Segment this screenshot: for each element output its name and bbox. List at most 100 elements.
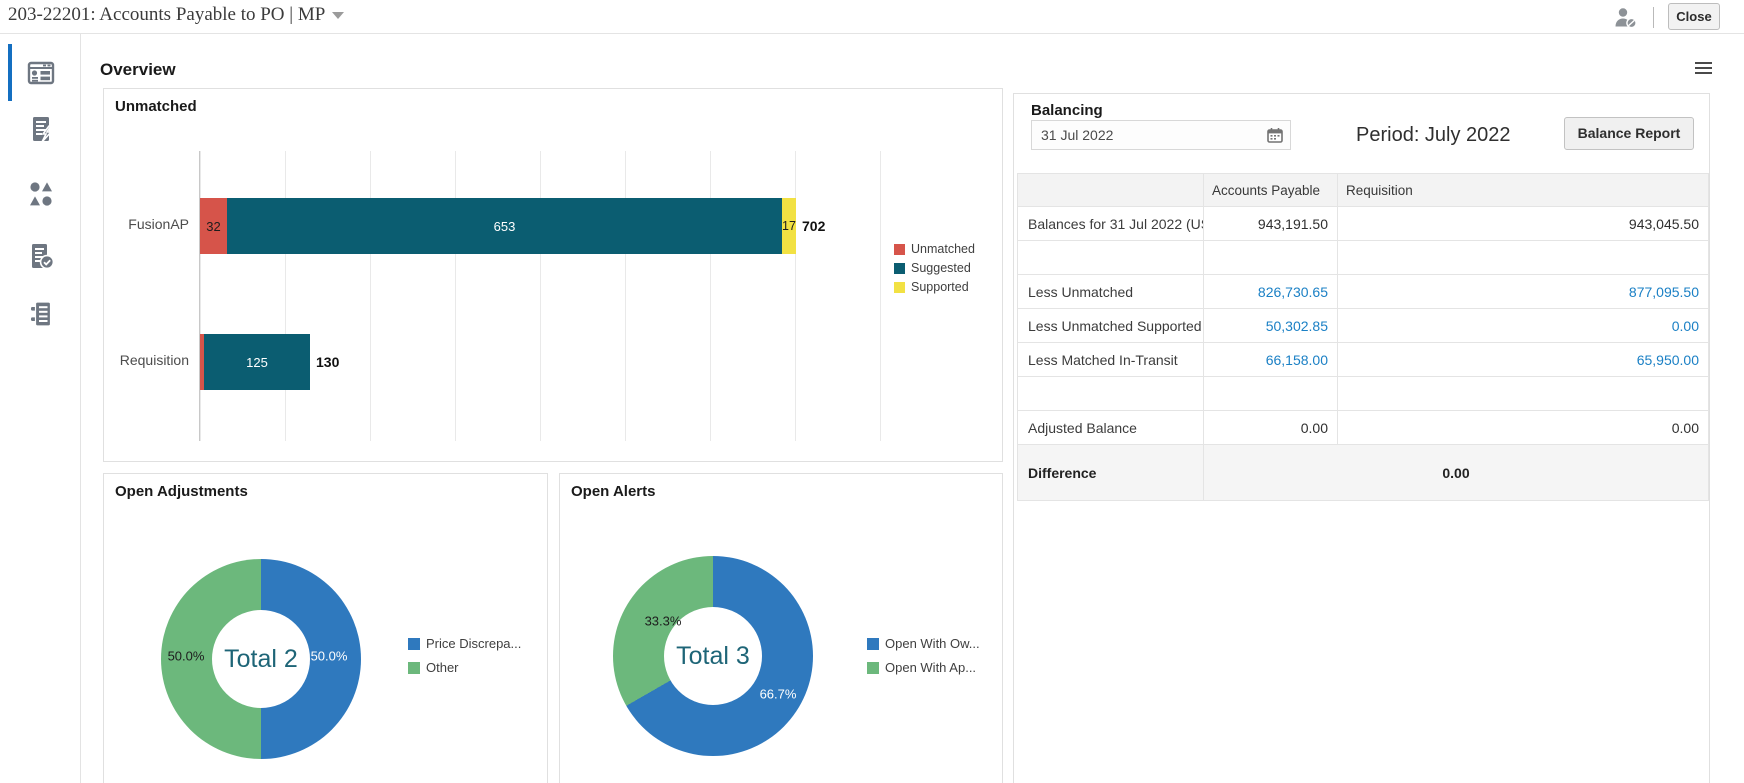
legend-swatch-green (867, 661, 879, 674)
legend-label: Open With Ap... (885, 660, 977, 675)
open-adjustments-legend: Price Discrepa... Other (408, 636, 521, 684)
balance-date-input[interactable] (1031, 120, 1291, 150)
legend-item-open-with-owner: Open With Ow... (867, 636, 980, 651)
user-restricted-icon[interactable] (1613, 6, 1639, 30)
unmatched-card: Unmatched 32 653 17 702 125 130 FusionAP… (103, 88, 1003, 462)
row-label: Less Unmatched (1017, 274, 1204, 309)
open-alerts-legend: Open With Ow... Open With Ap... (867, 636, 980, 684)
legend-item-other: Other (408, 660, 521, 675)
slice-label-open-with-approver: 33.3% (644, 613, 682, 629)
legend-swatch-blue (867, 637, 879, 650)
bar-total-requisition: 130 (316, 354, 340, 370)
header-accounts-payable: Accounts Payable (1203, 173, 1338, 207)
dashboard-overview-icon[interactable] (25, 57, 57, 89)
ap-value-link[interactable]: 826,730.65 (1203, 274, 1338, 309)
legend-item-supported: Supported (894, 280, 1004, 294)
calendar-icon[interactable] (1267, 127, 1283, 143)
table-row-balances: Balances for 31 Jul 2022 (USD) 943,191.5… (1017, 206, 1709, 241)
row-label (1017, 240, 1204, 275)
ap-value (1203, 240, 1338, 275)
segment-value: 653 (493, 218, 516, 234)
table-row-adjusted-balance: Adjusted Balance 0.00 0.00 (1017, 410, 1709, 445)
overview-menu-icon[interactable] (1695, 62, 1712, 75)
document-lightning-icon[interactable] (25, 113, 57, 145)
donut-center: Total 3 (664, 607, 762, 705)
legend-swatch-red (894, 243, 905, 255)
req-value: 0.00 (1337, 410, 1709, 445)
slice-label-price-discrepancy: 50.0% (310, 648, 348, 664)
table-header-row: Accounts Payable Requisition (1017, 173, 1709, 207)
bar-segment-unmatched[interactable]: 32 (200, 198, 227, 254)
req-value (1337, 240, 1709, 275)
row-label: Adjusted Balance (1017, 410, 1204, 445)
journal-list-icon[interactable] (25, 298, 57, 330)
bar-fusionap: 32 653 17 (200, 198, 796, 254)
req-value-link[interactable]: 877,095.50 (1337, 274, 1709, 309)
ap-value: 0.00 (1203, 410, 1338, 445)
reconciliation-title[interactable]: 203-22201: Accounts Payable to PO | MP (8, 4, 345, 26)
balance-report-button[interactable]: Balance Report (1564, 117, 1694, 150)
header-empty (1017, 173, 1204, 207)
ap-value-link[interactable]: 66,158.00 (1203, 342, 1338, 377)
category-label-fusionap: FusionAP (128, 216, 189, 232)
legend-label: Unmatched (911, 242, 975, 256)
open-alerts-donut[interactable]: Total 3 33.3% 66.7% (613, 556, 813, 756)
table-row-empty (1017, 240, 1709, 275)
period-label: Period: July 2022 (1356, 124, 1511, 146)
row-label (1017, 376, 1204, 411)
row-label: Balances for 31 Jul 2022 (USD) (1017, 206, 1204, 241)
ap-value-link[interactable]: 50,302.85 (1203, 308, 1338, 343)
open-alerts-title: Open Alerts (571, 483, 656, 500)
title-dropdown-caret-icon[interactable] (332, 12, 345, 20)
table-row-difference: Difference 0.00 (1017, 444, 1709, 501)
bar-segment-unmatched[interactable] (200, 334, 204, 390)
segment-value: 125 (246, 354, 268, 370)
legend-item-suggested: Suggested (894, 261, 1004, 275)
open-adjustments-card: Open Adjustments Total 2 50.0% 50.0% Pri… (103, 473, 548, 783)
legend-label: Open With Ow... (885, 636, 980, 651)
bar-segment-suggested[interactable]: 653 (227, 198, 782, 254)
req-value-link[interactable]: 65,950.00 (1337, 342, 1709, 377)
match-shapes-icon[interactable] (25, 178, 57, 210)
segment-value: 17 (782, 219, 796, 233)
row-label: Less Matched In-Transit (1017, 342, 1204, 377)
open-alerts-card: Open Alerts Total 3 33.3% 66.7% Open Wit… (559, 473, 1003, 783)
slice-label-open-with-owner: 66.7% (759, 686, 797, 702)
table-row-less-unmatched-supported: Less Unmatched Supported 50,302.85 0.00 (1017, 308, 1709, 343)
category-label-requisition: Requisition (119, 352, 189, 368)
ap-value: 943,191.50 (1203, 206, 1338, 241)
document-check-icon[interactable] (25, 240, 57, 272)
legend-label: Other (426, 660, 459, 675)
legend-label: Supported (911, 280, 969, 294)
legend-item-unmatched: Unmatched (894, 242, 1004, 256)
legend-item-price-discrepancy: Price Discrepa... (408, 636, 521, 651)
donut-center: Total 2 (212, 610, 310, 708)
row-label: Less Unmatched Supported (1017, 308, 1204, 343)
open-adjustments-title: Open Adjustments (115, 483, 248, 500)
legend-label: Price Discrepa... (426, 636, 522, 651)
req-value (1337, 376, 1709, 411)
segment-value: 32 (206, 218, 221, 234)
req-value-link[interactable]: 0.00 (1337, 308, 1709, 343)
bar-segment-supported[interactable]: 17 (782, 198, 796, 254)
selected-item-indicator (8, 44, 12, 101)
bar-total-fusionap: 702 (802, 218, 826, 234)
bar-segment-suggested[interactable]: 125 (204, 334, 310, 390)
legend-item-open-with-approver: Open With Ap... (867, 660, 980, 675)
unmatched-bar-chart: 32 653 17 702 125 130 (199, 151, 889, 441)
table-row-empty (1017, 376, 1709, 411)
legend-swatch-green (408, 661, 420, 674)
difference-label: Difference (1017, 444, 1204, 501)
page-title: Overview (100, 60, 176, 79)
balancing-table: Accounts Payable Requisition Balances fo… (1017, 173, 1709, 501)
ap-value (1203, 376, 1338, 411)
difference-value: 0.00 (1203, 444, 1709, 501)
close-button[interactable]: Close (1668, 3, 1720, 30)
topbar: 203-22201: Accounts Payable to PO | MP C… (0, 0, 1744, 34)
donut-total-label: Total 3 (676, 641, 750, 670)
open-adjustments-donut[interactable]: Total 2 50.0% 50.0% (161, 559, 361, 759)
legend-swatch-yellow (894, 281, 905, 293)
table-row-less-unmatched: Less Unmatched 826,730.65 877,095.50 (1017, 274, 1709, 309)
legend-swatch-blue (408, 637, 420, 650)
